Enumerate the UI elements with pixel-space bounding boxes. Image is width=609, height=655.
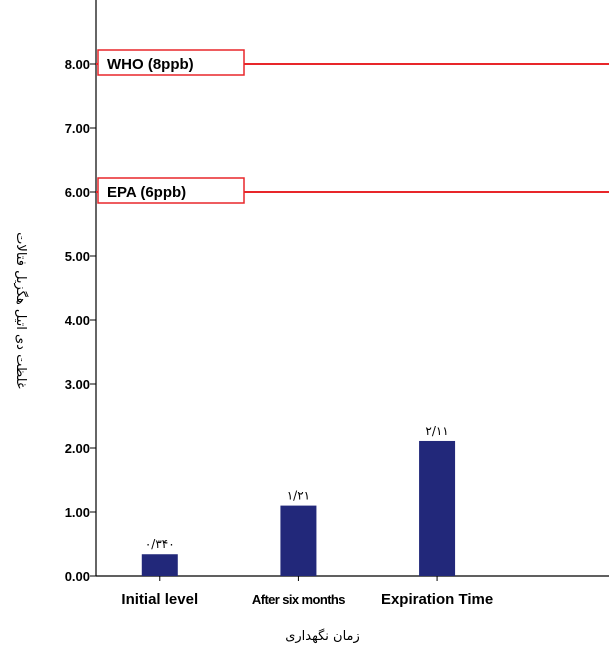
x-axis-title: زمان نگهداری [285,628,360,644]
y-tick-label: 1.00 [65,505,90,520]
y-tick-label: 0.00 [65,569,90,584]
reference-label-box [97,177,245,204]
reference-label: EPA (6ppb) [107,184,186,201]
reference-label-box [97,49,245,76]
reference-lines: WHO (8ppb) EPA (6ppb) [96,49,609,204]
bar-value-label: ۱/۲۱ [287,489,310,503]
y-tick-label: 4.00 [65,313,90,328]
y-axis-ticks: 0.00 1.00 2.00 3.00 4.00 5.00 6.00 7.00 8.00 [65,57,96,584]
y-tick-label: 5.00 [65,249,90,264]
y-axis-title: غلظت دی اتیل هگزیل فتالات [13,232,29,389]
x-tick-label: After six months [252,592,345,607]
reference-label: WHO (8ppb) [107,56,194,73]
bar [419,440,456,576]
bar [141,554,178,576]
x-tick-label: Initial level [121,591,198,608]
plot-area [95,0,609,577]
x-tick-label: Expiration Time [381,591,493,608]
y-tick-label: 3.00 [65,377,90,392]
bar-value-label: ۰/۳۴۰ [145,537,175,551]
y-tick-label: 7.00 [65,121,90,136]
y-tick-label: 6.00 [65,185,90,200]
y-tick-label: 2.00 [65,441,90,456]
x-axis-ticks: Initial level After six months Expiration … [121,576,493,608]
bar-value-label: ۲/۱۱ [425,424,448,438]
bars: ۰/۳۴۰ ۱/۲۱ ۲/۱۱ [141,424,456,576]
y-tick-label: 8.00 [65,57,90,72]
bar [280,505,317,576]
